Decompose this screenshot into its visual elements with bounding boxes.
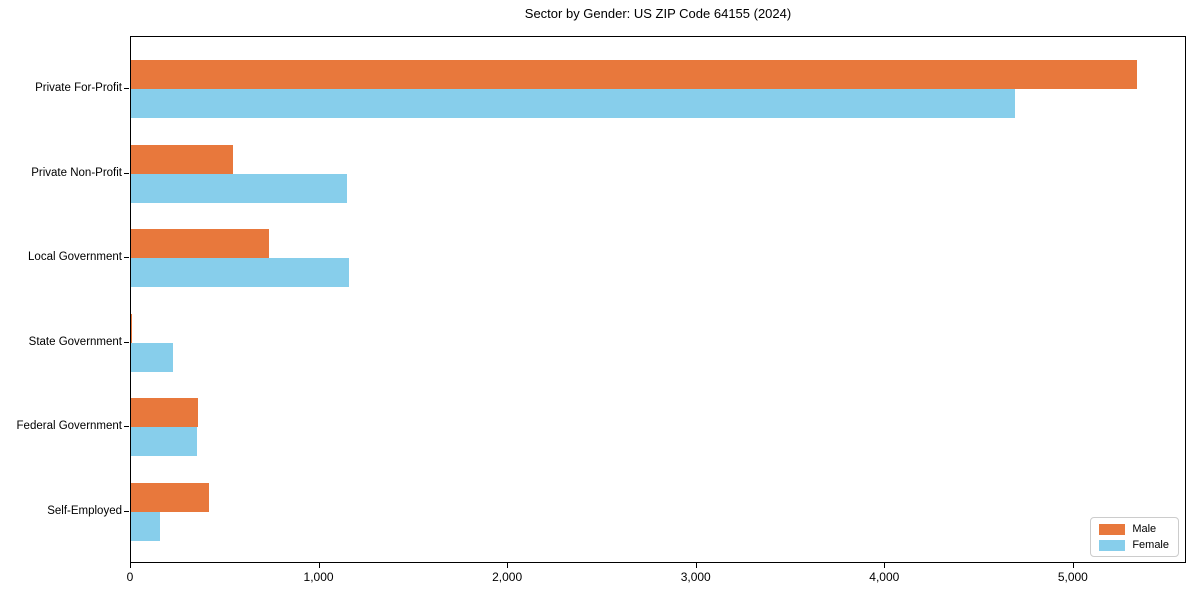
y-tick-mark [124,257,129,259]
x-tick-mark [318,563,320,568]
x-tick-label-3,000: 3,000 [680,570,711,584]
y-tick-label-self-employed: Self-Employed [47,505,122,517]
legend-item-female: Female [1099,539,1169,551]
y-tick-mark [124,511,129,512]
female-swatch [1099,539,1126,551]
legend: Male Female [1090,517,1179,557]
bar-male-local-government [131,229,269,259]
x-tick-label-0: 0 [126,570,134,584]
legend-label-male: Male [1132,523,1157,535]
y-tick-label-private-for-profit: Private For-Profit [35,82,122,94]
y-tick-mark [124,172,129,174]
x-tick-mark [1072,563,1074,568]
y-tick-label-local-government: Local Government [28,251,122,264]
bar-male-private-for-profit [131,60,1138,89]
x-tick-mark [130,563,131,568]
plot-area: Male Female [130,36,1186,563]
chart-title: Sector by Gender: US ZIP Code 64155 (202… [524,6,792,21]
x-tick-label-5,000: 5,000 [1057,570,1088,584]
bar-female-state-government [131,342,174,372]
legend-item-male: Male [1099,523,1169,535]
bar-male-state-government [131,313,132,343]
x-tick-label-2,000: 2,000 [492,570,523,584]
bar-male-private-non-profit [131,144,233,174]
x-tick-mark [507,563,509,568]
bar-male-self-employed [131,483,210,512]
y-tick-label-federal-government: Federal Government [16,420,122,433]
y-tick-mark [124,341,129,343]
bar-female-private-for-profit [131,89,1016,118]
bar-male-federal-government [131,398,198,428]
legend-label-female: Female [1132,539,1169,551]
bar-female-federal-government [131,427,197,457]
y-tick-mark [124,426,129,428]
x-tick-label-4,000: 4,000 [869,570,900,584]
male-swatch [1099,523,1126,535]
bar-female-private-non-profit [131,173,347,203]
bar-female-self-employed [131,512,161,541]
y-tick-label-state-government: State Government [28,335,122,348]
x-tick-mark [884,563,886,568]
x-tick-mark [695,563,697,568]
bar-female-local-government [131,258,349,288]
y-tick-label-private-non-profit: Private Non-Profit [31,166,122,179]
y-tick-mark [124,88,129,89]
x-tick-label-1,000: 1,000 [303,570,334,584]
